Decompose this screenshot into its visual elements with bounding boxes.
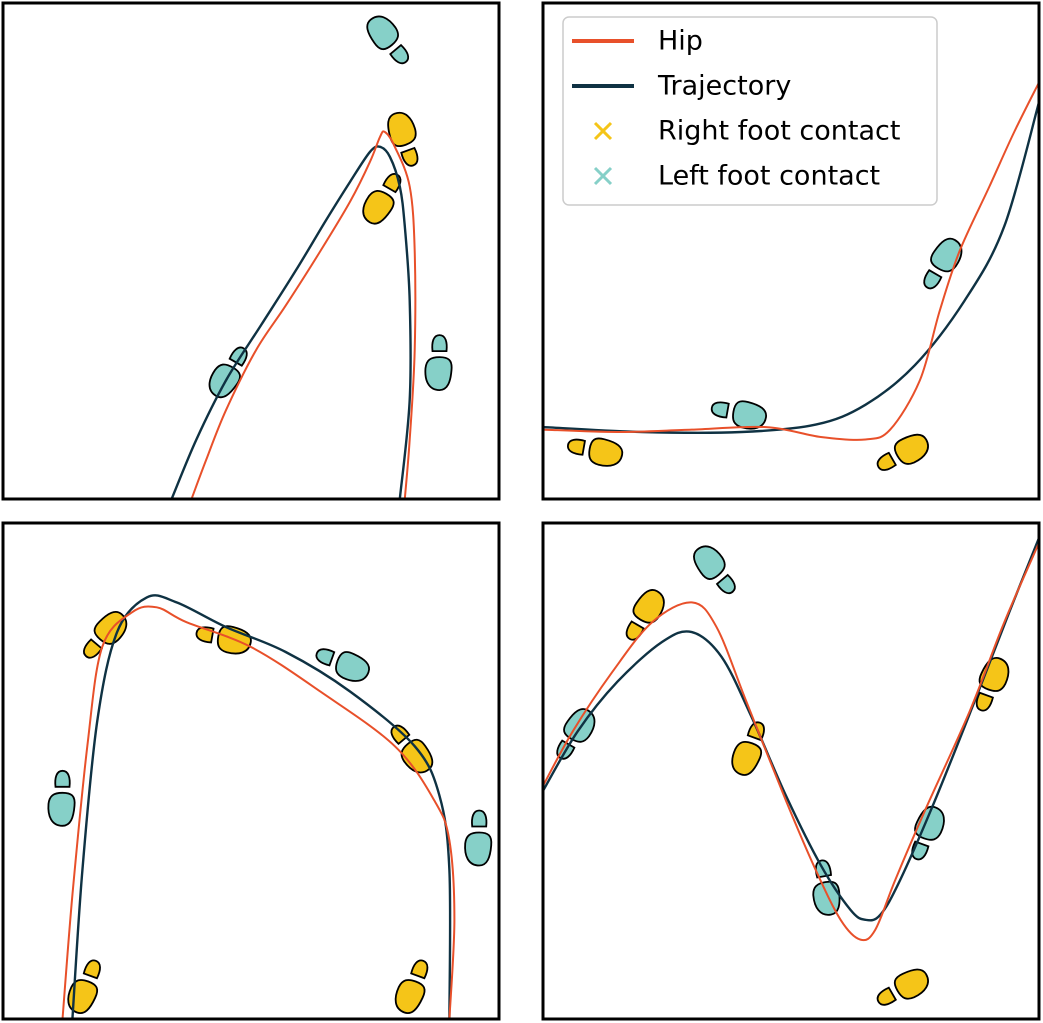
right-foot-contact-top-left-1-heel <box>400 146 419 167</box>
panel-top-right <box>541 1 1041 501</box>
left-foot-contact-bottom-left-5-sole <box>464 831 493 867</box>
legend-marker-left_foot <box>593 166 613 186</box>
left-foot-contact-bottom-left-5-heel <box>471 809 488 828</box>
right-foot-contact-bottom-left-6-heel <box>82 959 101 980</box>
left-foot-contact-top-right-1-heel <box>710 401 730 419</box>
left-foot-contact-top-left-0 <box>366 15 410 65</box>
left-foot-contact-bottom-left-2 <box>315 648 370 682</box>
right-foot-contact-bottom-left-3-heel <box>390 724 411 746</box>
left-foot-contact-top-right-3 <box>923 237 963 290</box>
left-foot-contact-bottom-left-4 <box>47 769 76 827</box>
hip-line-top-right <box>543 81 1039 441</box>
left-foot-contact-top-left-0-heel <box>389 43 410 65</box>
legend-item-trajectory: Trajectory <box>572 71 791 102</box>
panel-frame-top-left <box>1 1 501 501</box>
hip-line-bottom-right <box>543 541 1039 942</box>
right-foot-contact-bottom-left-6-sole <box>67 979 99 1014</box>
right-foot-contact-bottom-right-1-heel <box>625 620 645 641</box>
right-foot-contact-top-right-2 <box>876 433 929 471</box>
right-foot-contact-bottom-left-0 <box>83 611 128 659</box>
right-foot-contact-top-left-1 <box>387 111 419 167</box>
legend-label-hip: Hip <box>658 26 703 57</box>
right-foot-contact-bottom-right-5-sole <box>893 968 929 1000</box>
trajectory-line-bottom-left <box>71 594 452 1019</box>
right-foot-contact-bottom-left-7-heel <box>410 959 429 980</box>
left-foot-contact-top-right-1 <box>710 400 767 430</box>
right-foot-contact-top-left-1-sole <box>387 111 417 148</box>
left-foot-contact-bottom-left-2-sole <box>335 651 370 682</box>
trajectory-line-top-left <box>170 145 412 499</box>
right-foot-contact-top-right-0-heel <box>567 438 586 456</box>
hip-line-bottom-left <box>61 605 456 1019</box>
right-foot-contact-top-right-0 <box>567 437 624 467</box>
left-foot-contact-bottom-right-0 <box>693 545 736 595</box>
legend-item-left_foot: Left foot contact <box>593 161 880 192</box>
left-foot-contact-top-right-3-sole <box>930 237 963 273</box>
right-foot-contact-bottom-right-7-sole <box>978 657 1010 692</box>
left-foot-contact-bottom-right-0-heel <box>715 573 736 595</box>
plot-area-bottom-right <box>543 536 1039 1006</box>
right-foot-contact-bottom-left-7-sole <box>394 979 426 1014</box>
legend-label-right_foot: Right foot contact <box>658 116 900 147</box>
left-foot-contact-bottom-left-4-sole <box>47 791 76 827</box>
panel-bottom-left <box>1 521 501 1021</box>
right-foot-contact-top-right-2-heel <box>876 451 897 471</box>
right-foot-contact-bottom-right-7-heel <box>975 691 994 712</box>
right-foot-contact-top-right-0-sole <box>588 437 624 467</box>
right-foot-contact-top-left-2-sole <box>362 190 395 225</box>
trajectory-line-bottom-right <box>543 536 1039 922</box>
left-foot-contact-bottom-right-0-sole <box>693 545 726 580</box>
hip-line-top-left <box>190 130 417 499</box>
trajectory-line-top-right <box>543 101 1039 435</box>
right-foot-contact-top-left-2 <box>362 173 402 225</box>
left-foot-contact-top-left-3-sole <box>208 363 241 399</box>
legend-item-right_foot: Right foot contact <box>593 116 900 147</box>
right-foot-contact-top-right-2-sole <box>893 433 929 465</box>
legend: Hip Trajectory Right foot contact Left foot… <box>562 16 938 206</box>
left-foot-contact-top-left-3 <box>208 346 248 399</box>
plot-area-top-right <box>543 81 1039 471</box>
panel-bottom-right <box>541 521 1041 1021</box>
right-foot-contact-bottom-left-6 <box>67 959 101 1014</box>
legend-label-left_foot: Left foot contact <box>658 161 880 192</box>
panel-frame-bottom-right <box>541 521 1041 1021</box>
plot-area-bottom-left <box>47 594 493 1019</box>
right-foot-contact-bottom-right-1-sole <box>632 589 665 624</box>
right-foot-contact-bottom-right-5 <box>876 968 929 1006</box>
left-foot-contact-bottom-left-2-heel <box>315 648 336 667</box>
legend-box <box>562 16 938 206</box>
left-foot-contact-top-left-4 <box>424 334 453 392</box>
plot-area-top-left <box>170 15 453 499</box>
left-foot-contact-top-left-0-sole <box>366 15 399 51</box>
panel-top-left <box>1 1 501 501</box>
right-foot-contact-bottom-right-7 <box>975 657 1010 712</box>
left-foot-contact-top-left-4-sole <box>424 356 453 392</box>
legend-item-hip: Hip <box>572 26 703 57</box>
right-foot-contact-bottom-left-7 <box>394 959 429 1014</box>
left-foot-contact-top-right-1-sole <box>732 400 767 430</box>
left-foot-contact-bottom-left-5 <box>464 809 493 867</box>
legend-label-trajectory: Trajectory <box>657 71 791 102</box>
left-foot-contact-top-left-4-heel <box>431 334 448 353</box>
panel-frame-top-right <box>541 1 1041 501</box>
left-foot-contact-bottom-left-4-heel <box>54 769 71 788</box>
right-foot-contact-bottom-left-3-sole <box>400 738 434 774</box>
panel-frame-bottom-left <box>1 521 501 1021</box>
left-foot-contact-top-right-3-heel <box>923 269 943 290</box>
right-foot-contact-bottom-left-0-heel <box>83 638 103 659</box>
left-foot-contact-bottom-right-4-sole <box>812 880 841 916</box>
legend-marker-right_foot <box>593 121 613 141</box>
left-foot-contact-bottom-right-4 <box>812 859 841 916</box>
right-foot-contact-bottom-left-0-sole <box>93 611 128 645</box>
right-foot-contact-bottom-right-3-sole <box>731 740 763 776</box>
right-foot-contact-bottom-right-5-heel <box>876 986 897 1006</box>
